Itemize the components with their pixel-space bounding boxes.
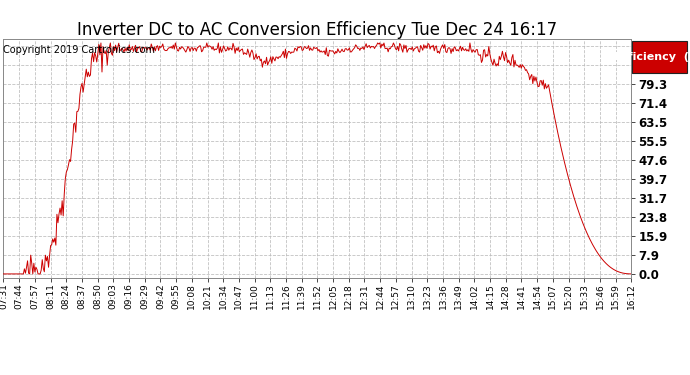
Title: Inverter DC to AC Conversion Efficiency Tue Dec 24 16:17: Inverter DC to AC Conversion Efficiency … bbox=[77, 21, 558, 39]
Text: Copyright 2019 Cartronics.com: Copyright 2019 Cartronics.com bbox=[3, 45, 155, 55]
Text: Efficiency  (%): Efficiency (%) bbox=[615, 52, 690, 62]
